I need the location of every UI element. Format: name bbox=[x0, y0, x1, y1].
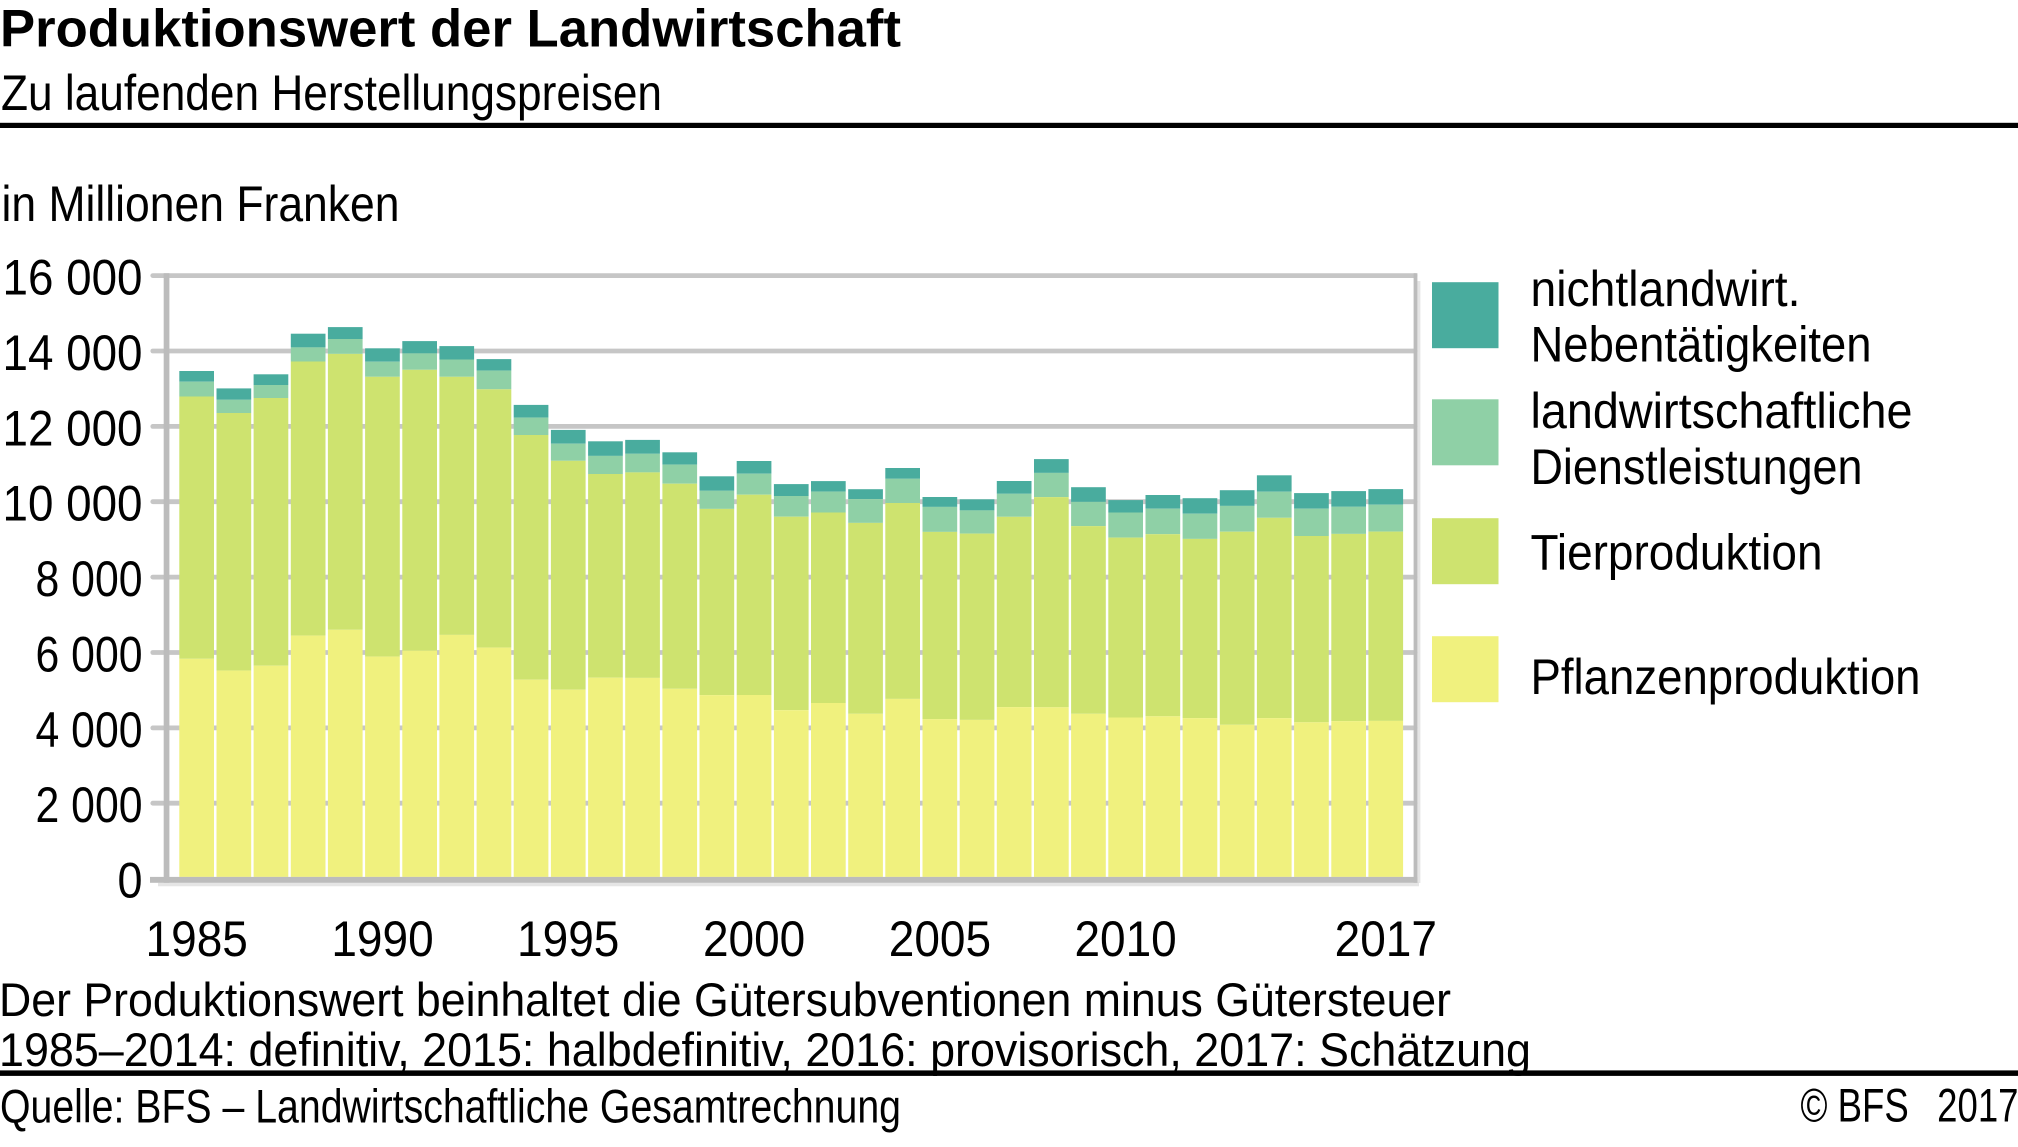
svg-text:in Millionen Franken: in Millionen Franken bbox=[2, 176, 400, 232]
svg-text:© BFS 2017: © BFS 2017 bbox=[1801, 1079, 2018, 1132]
svg-text:Der Produktionswert beinhaltet: Der Produktionswert beinhaltet die Güter… bbox=[0, 973, 1451, 1026]
svg-text:2000: 2000 bbox=[703, 911, 805, 967]
svg-text:12 000: 12 000 bbox=[3, 400, 143, 456]
svg-text:2005: 2005 bbox=[889, 911, 991, 967]
svg-text:10 000: 10 000 bbox=[3, 476, 143, 532]
svg-text:16 000: 16 000 bbox=[3, 250, 143, 306]
svg-text:Pflanzenproduktion: Pflanzenproduktion bbox=[1531, 649, 1921, 705]
svg-text:landwirtschaftliche: landwirtschaftliche bbox=[1531, 383, 1913, 439]
svg-text:6 000: 6 000 bbox=[36, 627, 143, 683]
svg-text:2 000: 2 000 bbox=[36, 777, 143, 833]
svg-text:Produktionswert der Landwirtsc: Produktionswert der Landwirtschaft bbox=[0, 0, 901, 59]
svg-text:1985: 1985 bbox=[146, 911, 248, 967]
svg-text:Tierproduktion: Tierproduktion bbox=[1531, 525, 1823, 581]
svg-text:Zu laufenden Herstellungspreis: Zu laufenden Herstellungspreisen bbox=[1, 65, 662, 121]
svg-text:14 000: 14 000 bbox=[3, 325, 143, 381]
svg-text:0: 0 bbox=[118, 853, 143, 909]
svg-text:4 000: 4 000 bbox=[36, 702, 143, 758]
svg-text:Nebentätigkeiten: Nebentätigkeiten bbox=[1531, 317, 1872, 373]
svg-text:1990: 1990 bbox=[331, 911, 433, 967]
svg-text:2017: 2017 bbox=[1335, 911, 1437, 967]
svg-text:2010: 2010 bbox=[1074, 911, 1176, 967]
svg-text:nichtlandwirt.: nichtlandwirt. bbox=[1531, 261, 1801, 317]
svg-text:1985–2014: definitiv, 2015: ha: 1985–2014: definitiv, 2015: halbdefiniti… bbox=[0, 1023, 1531, 1076]
svg-text:Quelle: BFS – Landwirtschaftli: Quelle: BFS – Landwirtschaftliche Gesamt… bbox=[0, 1080, 901, 1133]
svg-text:8 000: 8 000 bbox=[36, 551, 143, 607]
svg-text:1995: 1995 bbox=[517, 911, 619, 967]
svg-text:Dienstleistungen: Dienstleistungen bbox=[1531, 439, 1863, 495]
